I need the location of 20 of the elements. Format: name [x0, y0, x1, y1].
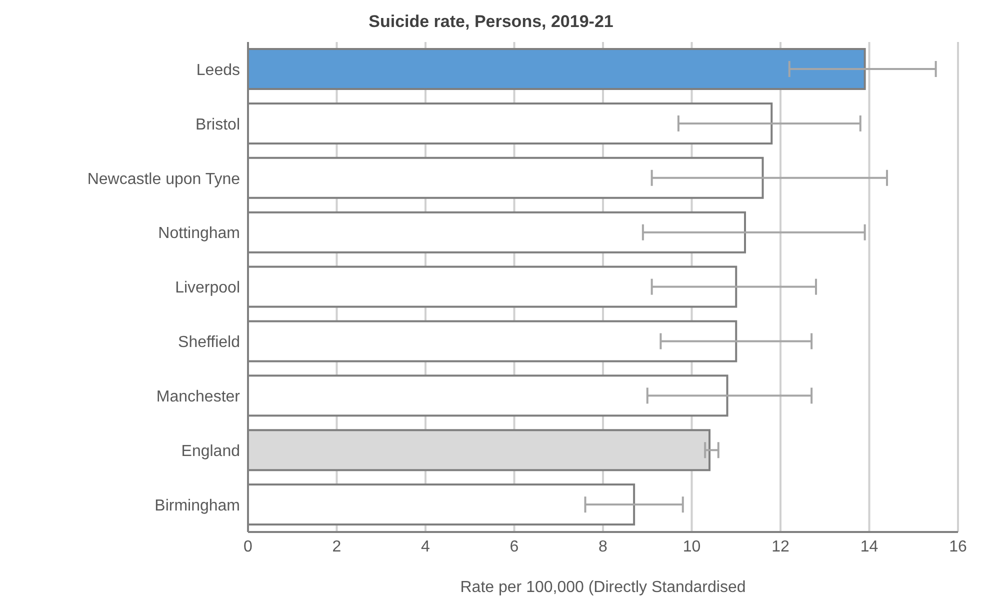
x-axis-title: Rate per 100,000 (Directly Standardised	[460, 579, 746, 596]
x-tick-label: 2	[332, 538, 342, 556]
x-tick-label: 16	[949, 538, 967, 556]
x-tick-label: 0	[244, 538, 253, 556]
y-tick-label: Leeds	[196, 62, 240, 79]
x-tick-label: 14	[860, 538, 878, 556]
y-tick-label: Sheffield	[178, 334, 240, 352]
y-tick-label: Newcastle upon Tyne	[87, 170, 240, 188]
y-tick-label: Birmingham	[154, 497, 240, 514]
chart-title: Suicide rate, Persons, 2019-21	[368, 12, 614, 33]
x-tick-label: 12	[772, 538, 790, 556]
y-tick-label: Manchester	[156, 388, 241, 406]
y-tick-label: Liverpool	[175, 280, 240, 297]
y-tick-label: England	[181, 443, 240, 460]
x-tick-label: 8	[598, 538, 608, 556]
x-tick-label: 6	[510, 538, 519, 556]
y-tick-label: Bristol	[196, 116, 240, 134]
x-tick-label: 4	[421, 538, 430, 556]
x-tick-label: 10	[682, 538, 701, 556]
y-tick-label: Nottingham	[158, 225, 240, 242]
